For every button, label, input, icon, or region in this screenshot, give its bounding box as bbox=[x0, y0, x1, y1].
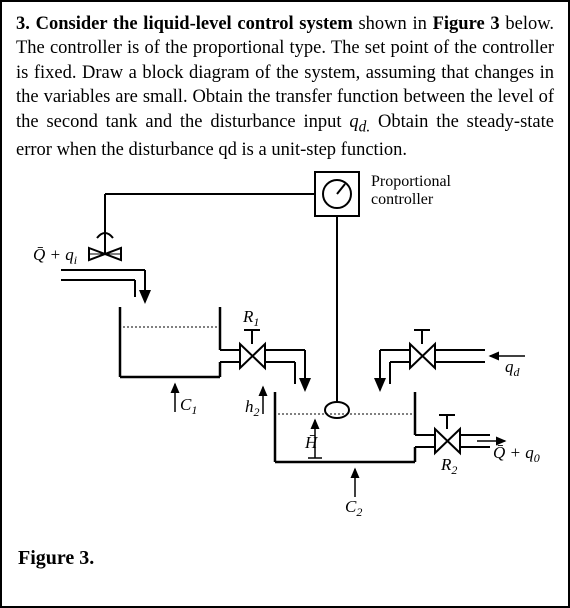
problem-number: 3. bbox=[16, 14, 30, 34]
label-Hbar: H̄ bbox=[304, 433, 319, 452]
float-sensor-icon bbox=[325, 402, 349, 418]
label-C1: C1 bbox=[180, 395, 197, 417]
label-Qq0: Q̄ + q0 bbox=[493, 443, 540, 465]
valve-R2-icon bbox=[415, 415, 490, 453]
label-h2: h2 bbox=[245, 397, 260, 419]
qd-sub: d. bbox=[359, 118, 371, 135]
fig-ref: Figure 3 bbox=[433, 14, 500, 34]
dial-pointer-icon bbox=[337, 184, 345, 194]
valve-R1-icon bbox=[220, 330, 265, 368]
system-diagram: Proportional controller Q̄ + qi C1 bbox=[15, 162, 555, 532]
label-qd: qd bbox=[505, 357, 521, 379]
tank-2 bbox=[275, 392, 415, 462]
valve-qd-icon bbox=[380, 330, 485, 390]
controller-label-1: Proportional bbox=[371, 173, 452, 190]
problem-lead: Consider the liquid-level control system bbox=[36, 14, 353, 34]
controller-label-2: controller bbox=[371, 191, 434, 208]
diagram-container: Proportional controller Q̄ + qi C1 bbox=[2, 162, 568, 537]
problem-text: 3. Consider the liquid-level control sys… bbox=[2, 2, 568, 162]
figure-label: Figure 3. bbox=[18, 547, 94, 570]
label-R1: R1 bbox=[242, 307, 259, 329]
qd-sym: q bbox=[349, 112, 358, 132]
label-Qqi: Q̄ + qi bbox=[33, 245, 77, 267]
tank-1 bbox=[120, 307, 220, 412]
pt2: shown in bbox=[353, 14, 433, 34]
label-C2: C2 bbox=[345, 497, 362, 519]
label-R2: R2 bbox=[440, 455, 457, 477]
